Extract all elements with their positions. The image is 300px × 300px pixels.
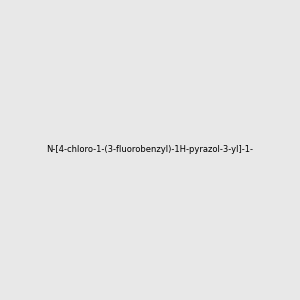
Text: N-[4-chloro-1-(3-fluorobenzyl)-1H-pyrazol-3-yl]-1-: N-[4-chloro-1-(3-fluorobenzyl)-1H-pyrazo… [46, 146, 253, 154]
